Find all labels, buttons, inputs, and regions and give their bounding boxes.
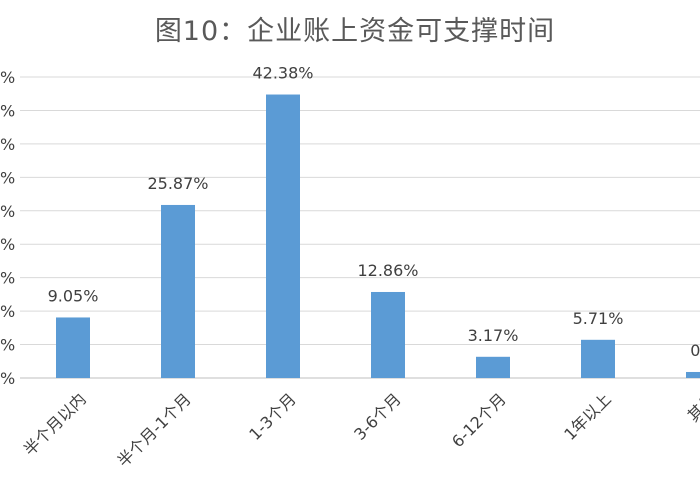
x-tick-label: 3-6个月 (350, 389, 405, 444)
data-label: 25.87% (147, 174, 208, 193)
x-tick-label: 1-3个月 (245, 389, 300, 444)
y-tick-fragment: % (0, 168, 15, 187)
x-tick-label: 半个月以内 (20, 389, 90, 459)
data-label: 9.05% (48, 286, 99, 305)
gridlines (20, 76, 700, 346)
data-label: 0.9 (690, 341, 700, 360)
data-label: 42.38% (252, 64, 313, 83)
chart-title: 图10：企业账上资金可支撑时间 (155, 16, 555, 47)
y-tick-fragment: % (0, 269, 15, 288)
bar (476, 356, 510, 378)
value-labels: 9.05% 25.87% 42.38% 12.86% 3.17% 5.71% 0.9 (48, 64, 700, 360)
y-tick-fragment: % (0, 302, 15, 321)
bar (686, 371, 700, 378)
x-tick-label: 1年以上 (560, 389, 615, 444)
bar (266, 94, 300, 378)
bar (371, 291, 405, 378)
data-label: 5.71% (573, 309, 624, 328)
data-label: 3.17% (468, 326, 519, 345)
y-axis-ticks: %%%%%%%%%% (0, 68, 15, 388)
y-tick-fragment: % (0, 202, 15, 221)
data-label: 12.86% (357, 261, 418, 280)
x-tick-label: 半个月-1个月 (114, 389, 195, 470)
x-axis-tick-labels: 半个月以内 半个月-1个月 1-3个月 3-6个月 6-12个月 1年以上 其他 (20, 389, 700, 470)
bar (161, 204, 195, 378)
y-tick-fragment: % (0, 336, 15, 355)
y-tick-fragment: % (0, 135, 15, 154)
y-tick-fragment: % (0, 101, 15, 120)
y-tick-fragment: % (0, 369, 15, 388)
x-tick-label: 6-12个月 (448, 389, 510, 451)
y-tick-fragment: % (0, 235, 15, 254)
y-tick-fragment: % (0, 68, 15, 87)
x-tick-label: 其他 (684, 389, 700, 425)
bars (56, 94, 700, 378)
bar (581, 339, 615, 378)
bar (56, 317, 90, 378)
